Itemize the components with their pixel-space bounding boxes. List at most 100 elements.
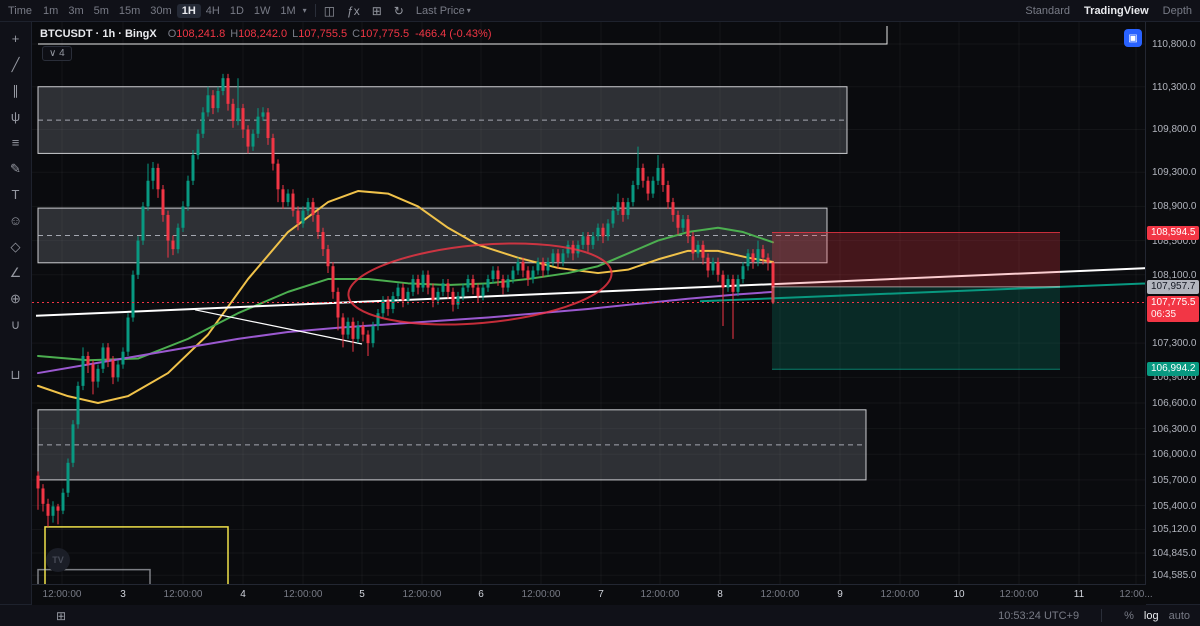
price-axis-label: 108,100.0: [1152, 269, 1197, 281]
timeframe-1H[interactable]: 1H: [176, 3, 201, 18]
percent-scale-button[interactable]: %: [1124, 609, 1134, 622]
price-axis[interactable]: 110,800.0 110,300.0 109,800.0 109,300.0 108,…: [1145, 22, 1200, 584]
layout-grid-icon[interactable]: ⊞: [371, 3, 382, 18]
mode-tradingview[interactable]: TradingView: [1084, 4, 1149, 17]
price-axis-label: 107,300.0: [1152, 338, 1197, 350]
time-axis-label: 4: [240, 589, 246, 600]
candle-countdown: 06:35: [1151, 308, 1177, 320]
time-axis-label: 12:00:00: [42, 589, 82, 600]
trend-line-tool[interactable]: ╱: [11, 56, 20, 72]
remove-drawings-tool[interactable]: ⊔: [10, 366, 21, 382]
price-axis-label: 104,845.0: [1152, 547, 1197, 559]
ohlc-value-H: 108,242.0: [238, 28, 288, 40]
entry-price-label: 107,957.7: [1147, 279, 1199, 294]
bottom-right-controls: 10:53:24 UTC+9 % log auto: [998, 609, 1190, 622]
emoji-tool[interactable]: ☺: [8, 213, 23, 228]
last-price-dropdown[interactable]: Last Price ▾: [416, 5, 471, 17]
ohlc-key-C: C: [352, 28, 361, 40]
indicators-collapsed-pill[interactable]: ∨ 4: [42, 46, 72, 61]
time-axis-label: 12:00:00: [760, 589, 800, 600]
log-scale-button[interactable]: log: [1143, 609, 1159, 622]
time-axis-label: 12:00...: [1119, 589, 1153, 600]
price-axis-label: 108,900.0: [1152, 201, 1197, 213]
time-axis-label: 9: [837, 589, 843, 600]
time-axis-label: 3: [120, 589, 126, 600]
magnet-tool[interactable]: ∪: [10, 316, 21, 332]
toolbar-icons: ◫ ƒx ⊞ ↻: [324, 4, 404, 18]
price-axis-label: 105,700.0: [1152, 474, 1197, 486]
price-axis-label: 108,500.0: [1152, 235, 1197, 247]
time-axis-label: 10: [953, 589, 965, 600]
time-axis-label: 12:00:00: [402, 589, 442, 600]
layout-panel-icon[interactable]: ⊞: [56, 608, 67, 623]
interval-dropdown-caret[interactable]: ▾: [302, 6, 307, 15]
target-price-label: 106,994.2: [1147, 362, 1199, 377]
pitchfork-tool[interactable]: ψ: [10, 109, 21, 124]
symbol-title[interactable]: BTCUSDT · 1h · BingX: [40, 28, 157, 40]
mode-standard[interactable]: Standard: [1025, 4, 1071, 17]
toolbar-divider: [314, 4, 316, 17]
measure-tool[interactable]: ∠: [9, 264, 22, 280]
ohlc-key-O: O: [167, 28, 177, 40]
price-axis-label: 106,600.0: [1152, 397, 1197, 409]
time-axis-label: 5: [359, 589, 365, 600]
time-axis-label: 11: [1073, 589, 1085, 600]
timeframe-4H[interactable]: 4H: [205, 4, 220, 17]
chart-mode-switcher: Standard TradingView Depth: [1025, 5, 1192, 17]
brush-tool[interactable]: ✎: [10, 160, 21, 176]
mode-depth[interactable]: Depth: [1162, 4, 1192, 17]
price-axis-label: 106,000.0: [1152, 449, 1197, 461]
crosshair-tool[interactable]: +: [11, 31, 20, 46]
xabcd-pattern-tool[interactable]: ◇: [10, 238, 21, 254]
ohlc-key-L: L: [292, 28, 299, 40]
zoom-in-tool[interactable]: ⊕: [10, 290, 21, 306]
price-axis-label: 109,800.0: [1152, 124, 1197, 136]
timeframe-3m[interactable]: 3m: [68, 4, 84, 17]
chart-area[interactable]: BTCUSDT · 1h · BingX O108,241.8 H108,242.…: [32, 22, 1200, 605]
timeframe-1W[interactable]: 1W: [253, 4, 271, 17]
stop-price-label: 108,594.5: [1147, 225, 1199, 240]
time-axis-label: 12:00:00: [640, 589, 680, 600]
time-axis[interactable]: 12:00:00 3 12:00:00 4 12:00:00 5 12:00:00 6 12:0…: [32, 584, 1153, 605]
last-price-label: Last Price: [415, 4, 465, 17]
timeframe-15m[interactable]: 15m: [118, 4, 141, 17]
price-axis-label: 104,585.0: [1152, 570, 1197, 582]
fib-retracement-tool[interactable]: ≡: [11, 135, 20, 150]
ohlc-value-O: 108,241.8: [176, 28, 226, 40]
chart-style-icon[interactable]: ◫: [323, 3, 336, 18]
text-tool[interactable]: T: [11, 187, 20, 202]
ohlc-key-H: H: [230, 28, 239, 40]
auto-scale-button[interactable]: auto: [1168, 609, 1190, 622]
candlestick-chart[interactable]: [32, 22, 1146, 584]
timeframe-1M[interactable]: 1M: [280, 4, 296, 17]
parallel-channel-tool[interactable]: ∥: [12, 82, 19, 98]
timeframe-1D[interactable]: 1D: [229, 4, 244, 17]
price-axis-label: 110,300.0: [1152, 81, 1196, 93]
bottombar-divider: [1101, 609, 1103, 622]
refresh-icon[interactable]: ↻: [393, 3, 404, 18]
ohlc-values: O108,241.8 H108,242.0 L107,755.5 C107,775.5: [163, 28, 409, 40]
tradingview-watermark: TV: [46, 548, 70, 572]
price-axis-label: 106,900.0: [1152, 372, 1197, 384]
top-toolbar: Time 1m 3m 5m 15m 30m 1H 4H 1D 1W 1M ▾ ◫ ƒx ⊞ ↻ Last…: [0, 0, 1200, 22]
timeframe-30m[interactable]: 30m: [150, 4, 172, 17]
timeframe-5m[interactable]: 5m: [93, 4, 109, 17]
ohlc-value-L: 107,755.5: [298, 28, 348, 40]
last-price-chip: 107,775.5 06:35: [1147, 295, 1199, 322]
price-axis-label: 109,300.0: [1152, 167, 1197, 179]
chevron-down-icon: ▾: [466, 6, 471, 15]
bottom-bar: ⊞ 10:53:24 UTC+9 % log auto: [0, 604, 1200, 626]
time-axis-label: 12:00:00: [521, 589, 561, 600]
time-axis-label: 12:00:00: [880, 589, 920, 600]
price-axis-label: 106,300.0: [1152, 423, 1197, 435]
price-axis-label: 110,800.0: [1152, 39, 1196, 50]
drawing-toolbar: + ╱ ∥ ψ ≡ ✎ T ☺ ◇ ∠ ⊕ ∪ ⊔: [0, 22, 32, 604]
chart-legend: BTCUSDT · 1h · BingX O108,241.8 H108,242.…: [40, 28, 492, 40]
last-price-value: 107,775.5: [1151, 296, 1196, 308]
indicators-icon[interactable]: ƒx: [347, 3, 360, 18]
time-axis-label: 12:00:00: [283, 589, 323, 600]
timeframe-1m[interactable]: 1m: [43, 4, 59, 17]
quick-panel-button[interactable]: ▣: [1124, 29, 1142, 47]
clock: 10:53:24 UTC+9: [998, 609, 1080, 622]
